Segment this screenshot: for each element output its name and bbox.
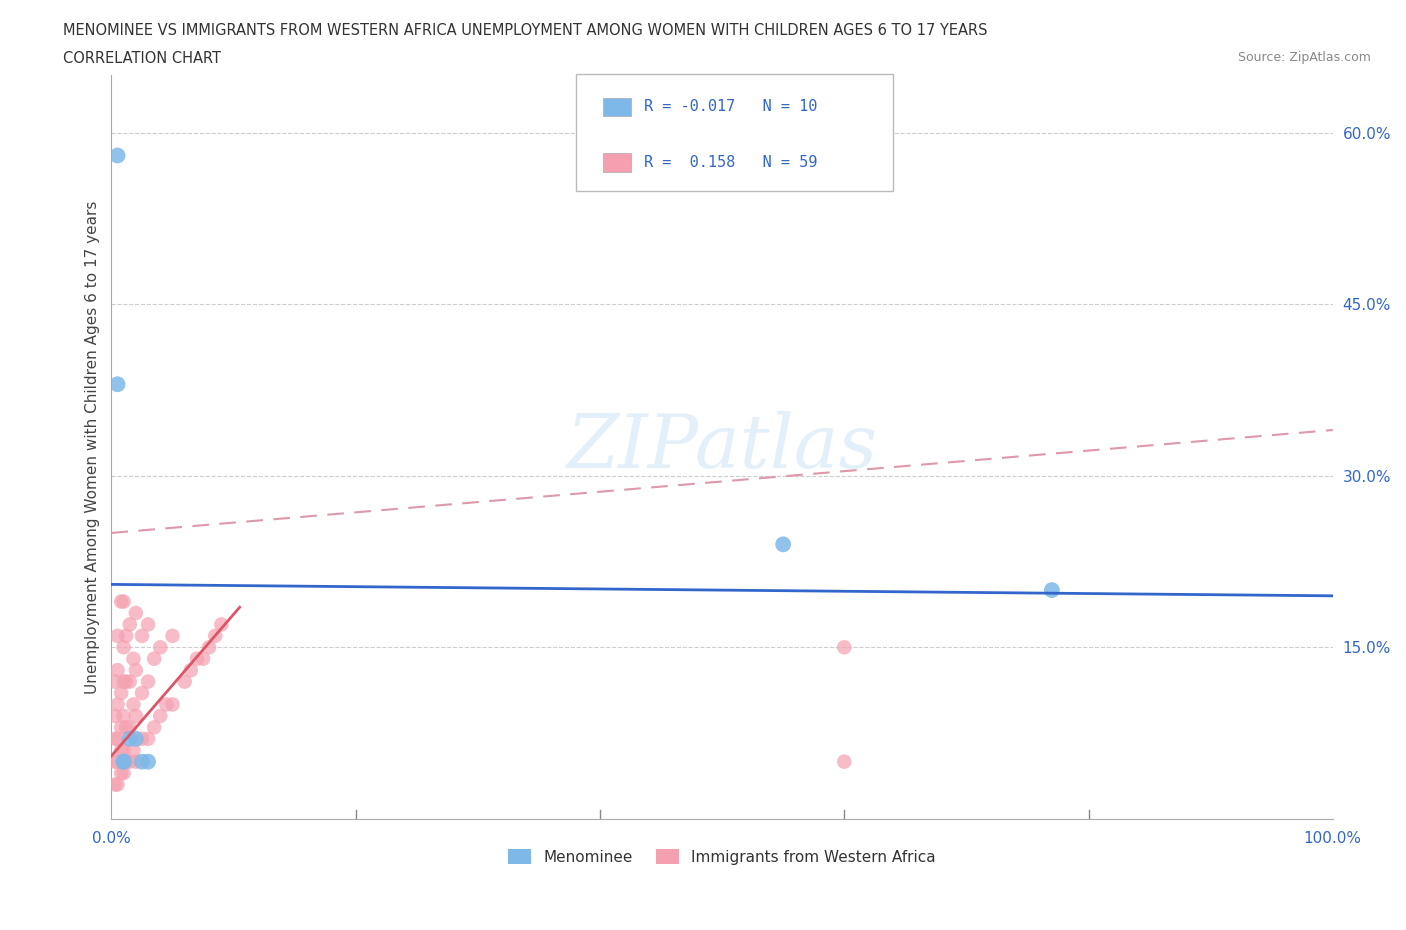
Point [149,640,172,655]
Point [131,731,153,746]
Point [110,765,132,780]
Point [191,651,214,666]
Point [155,698,177,712]
Point [107,777,129,792]
Legend: Menominee, Immigrants from Western Africa: Menominee, Immigrants from Western Afric… [502,843,942,870]
Point [122,743,145,758]
Point [1040,583,1063,598]
Point [186,651,208,666]
Point [125,754,148,769]
Point [131,629,153,644]
Point [112,640,135,655]
Point [112,743,135,758]
Point [110,743,132,758]
Point [104,731,127,746]
Point [209,617,232,631]
Point [832,640,855,655]
Point [136,731,159,746]
Point [118,731,141,746]
Point [112,594,135,609]
Point [107,148,129,163]
Point [118,754,141,769]
Point [107,377,129,392]
Point [136,754,159,769]
Point [180,663,202,678]
Point [112,754,135,769]
Point [104,777,127,792]
Point [115,754,138,769]
Point [136,617,159,631]
Point [112,674,135,689]
Y-axis label: Unemployment Among Women with Children Ages 6 to 17 years: Unemployment Among Women with Children A… [86,201,100,694]
Point [125,663,148,678]
Text: MENOMINEE VS IMMIGRANTS FROM WESTERN AFRICA UNEMPLOYMENT AMONG WOMEN WITH CHILDR: MENOMINEE VS IMMIGRANTS FROM WESTERN AFR… [63,23,988,38]
Point [118,674,141,689]
Point [125,709,148,724]
Point [131,754,153,769]
Point [107,663,129,678]
Point [204,629,226,644]
Point [143,651,166,666]
Point [110,685,132,700]
Point [112,754,135,769]
Point [122,698,145,712]
Point [162,698,184,712]
Point [118,720,141,735]
Point [143,720,166,735]
Point [162,629,184,644]
Point [131,685,153,700]
Point [107,629,129,644]
Text: ZIPatlas: ZIPatlas [567,411,877,484]
Point [118,617,141,631]
Point [112,709,135,724]
Point [115,674,138,689]
Point [110,720,132,735]
Point [125,731,148,746]
Point [832,754,855,769]
Point [107,731,129,746]
Point [110,594,132,609]
Point [136,674,159,689]
Point [104,754,127,769]
Point [104,674,127,689]
Point [107,698,129,712]
Point [125,605,148,620]
Text: CORRELATION CHART: CORRELATION CHART [63,51,221,66]
Point [772,537,794,551]
Point [173,674,195,689]
Point [104,709,127,724]
Point [115,720,138,735]
Text: Source: ZipAtlas.com: Source: ZipAtlas.com [1237,51,1371,64]
Point [122,651,145,666]
Point [112,765,135,780]
Text: R =  0.158   N = 59: R = 0.158 N = 59 [644,155,817,170]
Text: R = -0.017   N = 10: R = -0.017 N = 10 [644,100,817,114]
Point [107,754,129,769]
Point [115,629,138,644]
Point [198,640,221,655]
Point [149,709,172,724]
